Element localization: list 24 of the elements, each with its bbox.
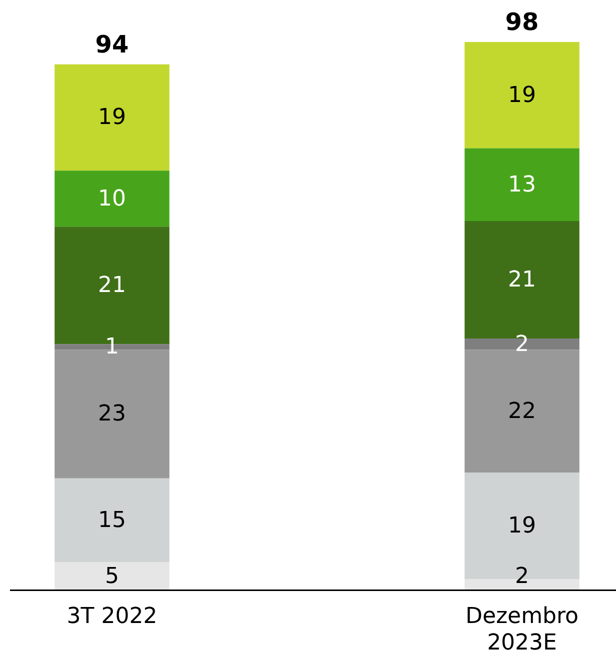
data-label: 23 — [98, 402, 126, 427]
bar — [464, 148, 580, 222]
bar — [54, 64, 170, 171]
data-label: 22 — [508, 398, 536, 424]
data-label: 19 — [98, 105, 126, 130]
bar — [464, 42, 580, 148]
data-label: 21 — [508, 267, 536, 292]
data-label: 5 — [105, 564, 119, 589]
data-label: 19 — [508, 82, 536, 108]
data-label: 10 — [98, 186, 126, 212]
data-label: 21 — [98, 273, 126, 298]
x-tick-label: 3T 2022 — [66, 604, 158, 630]
data-label: 13 — [508, 172, 536, 198]
data-label: 2 — [515, 564, 529, 589]
data-label: 2 — [515, 332, 529, 357]
bar — [464, 350, 580, 473]
bar — [54, 562, 170, 590]
data-label: 19 — [508, 514, 536, 539]
total-label: 94 — [95, 30, 129, 59]
total-label: 98 — [505, 8, 539, 36]
data-label: 15 — [98, 508, 126, 533]
bar — [54, 478, 170, 562]
x-tick-label: Dezembro 2023E — [466, 604, 578, 656]
bar — [54, 170, 170, 227]
